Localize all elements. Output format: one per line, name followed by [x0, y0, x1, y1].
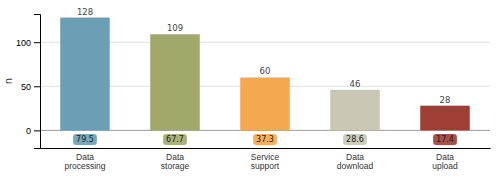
bar [330, 90, 380, 131]
x-tick: Datadownload [337, 152, 374, 172]
bars [60, 18, 470, 131]
annotation-box [253, 134, 277, 145]
data-labels: 128 109 60 46 28 [77, 7, 451, 105]
y-tick-mark [34, 130, 40, 131]
y-tick-mark [34, 42, 40, 43]
annotation-box [163, 134, 187, 145]
x-tick: Datastorage [161, 152, 190, 172]
plot: 0 50 100 Dataprocessing Datastorage Servicesu… [16, 7, 491, 172]
y-tick-label: 100 [16, 38, 31, 48]
annotation-label: 79.5 [76, 135, 94, 144]
chart: 0 50 100 Dataprocessing Datastorage Servicesu… [0, 0, 500, 178]
annotation-label: 67.7 [166, 135, 184, 144]
y-tick-mark [34, 86, 40, 87]
data-label: 109 [167, 23, 183, 33]
data-label: 60 [260, 66, 271, 76]
annotations: 79.5 67.7 37.3 28.6 17.4 [73, 134, 457, 145]
x-tick: Dataupload [432, 152, 458, 172]
x-tick-label: Dataprocessing [64, 152, 105, 172]
data-label: 128 [77, 7, 93, 17]
annotation: 17.4 [433, 134, 457, 145]
annotation: 28.6 [343, 134, 367, 145]
y-tick-label: 0 [26, 126, 31, 136]
annotation-box [343, 134, 367, 145]
x-axis: Dataprocessing Datastorage Servicesupport D… [41, 149, 491, 172]
annotation-label: 17.4 [436, 135, 454, 144]
annotation: 37.3 [253, 134, 277, 145]
y-axis: 0 50 100 [16, 15, 41, 149]
y-tick: 0 [26, 126, 40, 136]
x-tick-label: Datadownload [337, 152, 374, 172]
annotation-label: 28.6 [346, 135, 364, 144]
annotation-box [433, 134, 457, 145]
y-axis-title: n [3, 78, 14, 84]
x-tick: Servicesupport [251, 152, 280, 172]
data-label: 46 [350, 79, 361, 89]
x-tick-label: Servicesupport [251, 152, 280, 172]
bar [150, 34, 200, 130]
y-axis-line [34, 15, 41, 149]
y-tick: 100 [16, 38, 40, 48]
bar [60, 18, 110, 131]
annotation: 67.7 [163, 134, 187, 145]
y-tick-label: 50 [21, 82, 31, 92]
bar [420, 106, 470, 131]
y-tick: 50 [21, 82, 40, 92]
annotation-box [73, 134, 97, 145]
x-tick-label: Dataupload [432, 152, 458, 172]
data-label: 28 [440, 95, 451, 105]
x-tick: Dataprocessing [64, 152, 105, 172]
x-tick-label: Datastorage [161, 152, 190, 172]
annotation: 79.5 [73, 134, 97, 145]
annotation-label: 37.3 [256, 135, 274, 144]
bar [240, 77, 290, 130]
x-axis-line [41, 148, 491, 149]
